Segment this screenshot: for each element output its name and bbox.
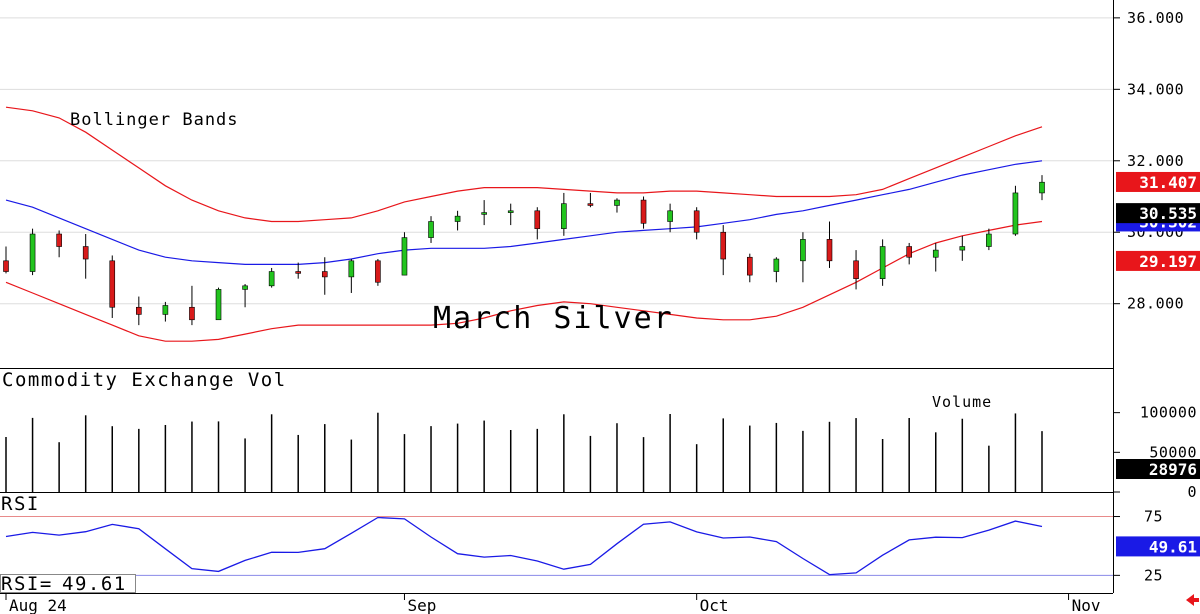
candle-body — [189, 306, 195, 321]
candle-body — [720, 231, 727, 260]
date-tick-label: Sep — [407, 596, 436, 614]
candle-body — [507, 210, 514, 213]
date-tick-label: Aug 24 — [9, 596, 67, 614]
candle-body — [853, 260, 859, 279]
candle-body — [986, 233, 992, 247]
candle-body — [348, 260, 355, 278]
candle-body — [667, 210, 673, 222]
candle-body — [136, 306, 142, 315]
last-price-badge: 30.535 — [1139, 204, 1197, 223]
volume-label: Volume — [932, 393, 992, 411]
lower-band-badge-bg — [1116, 250, 1200, 271]
volume-tick-labels: 0 50000 100000 — [1113, 404, 1197, 501]
candle-body — [29, 233, 36, 272]
rsi-tick-labels: 25 75 — [1113, 508, 1163, 584]
rsi-readout-box — [0, 574, 136, 593]
candle-body — [295, 271, 302, 274]
candle-body — [321, 271, 328, 278]
rsi-series — [5, 516, 1043, 576]
candle-body — [587, 203, 594, 206]
price-tick-label: 34.000 — [1127, 80, 1184, 98]
candle-body — [959, 246, 966, 251]
rsi-readout-value: 49.61 — [62, 573, 127, 595]
date-axis: Aug 24SepOctNovDecJan 25 — [5, 593, 1101, 614]
price-tick-label: 36.000 — [1127, 9, 1184, 27]
upper-band-badge-bg — [1116, 171, 1200, 192]
candlesticks — [3, 175, 1045, 326]
candle-body — [614, 199, 620, 206]
volume-bars — [5, 412, 1043, 492]
candle-body — [481, 212, 487, 215]
candle-body — [906, 246, 912, 258]
bollinger-label: Bollinger Bands — [70, 110, 239, 130]
scroll-left-arrow-icon[interactable] — [1186, 594, 1199, 606]
chart-title: March Silver — [433, 301, 674, 336]
candle-body — [561, 203, 567, 229]
upper-band-line — [5, 106, 1043, 223]
date-tick-label: Nov — [1072, 596, 1101, 614]
candle-body — [109, 260, 116, 308]
volume-tick-label: 0 — [1187, 483, 1197, 501]
candle-body — [215, 289, 222, 321]
last-volume-badge-bg — [1116, 459, 1200, 480]
price-tick-label: 28.000 — [1127, 295, 1184, 313]
price-tick-label: 32.000 — [1127, 152, 1184, 170]
candle-body — [1012, 192, 1019, 235]
rsi-tick-label: 75 — [1144, 508, 1163, 526]
rsi-panel-title: RSI — [1, 493, 40, 515]
candle-body — [932, 249, 939, 258]
volume-tick-label: 100000 — [1140, 404, 1197, 422]
candle-body — [454, 215, 461, 222]
bollinger-bands — [5, 106, 1043, 342]
candle-body — [640, 199, 647, 224]
volume-tick-label: 50000 — [1149, 443, 1197, 461]
upper-band-badge: 31.407 — [1139, 173, 1197, 192]
lower-band-badge: 29.197 — [1139, 252, 1197, 271]
candle-body — [3, 260, 9, 272]
rsi-readout-label: RSI= — [1, 573, 53, 595]
candle-body — [242, 285, 248, 290]
rsi-levels — [0, 516, 1113, 576]
candle-body — [82, 246, 89, 260]
candle-body — [56, 233, 62, 247]
candle-body — [693, 210, 700, 233]
candle-body — [375, 260, 381, 283]
price-gridlines — [0, 17, 1113, 305]
volume-panel-title: Commodity Exchange Vol — [2, 369, 287, 391]
last-rsi-badge: 49.61 — [1149, 537, 1197, 556]
rsi-line — [5, 516, 1043, 576]
candle-body — [746, 256, 753, 276]
candle-body — [1039, 181, 1045, 194]
candle-body — [800, 239, 806, 262]
last-price-badge-bg — [1116, 203, 1200, 224]
date-tick-label: Oct — [700, 596, 729, 614]
candle-body — [826, 239, 833, 262]
rsi-tick-label: 25 — [1144, 566, 1163, 584]
last-volume-badge: 28976 — [1149, 460, 1197, 479]
candle-body — [428, 221, 434, 238]
lower-band-line — [5, 220, 1043, 342]
candle-body — [162, 305, 169, 315]
candle-body — [879, 246, 886, 279]
last-rsi-badge-bg — [1116, 536, 1200, 557]
candle-body — [268, 271, 275, 287]
candle-body — [401, 237, 408, 276]
middle-band-line — [5, 160, 1043, 265]
candle-body — [534, 210, 541, 229]
candle-body — [773, 258, 780, 272]
